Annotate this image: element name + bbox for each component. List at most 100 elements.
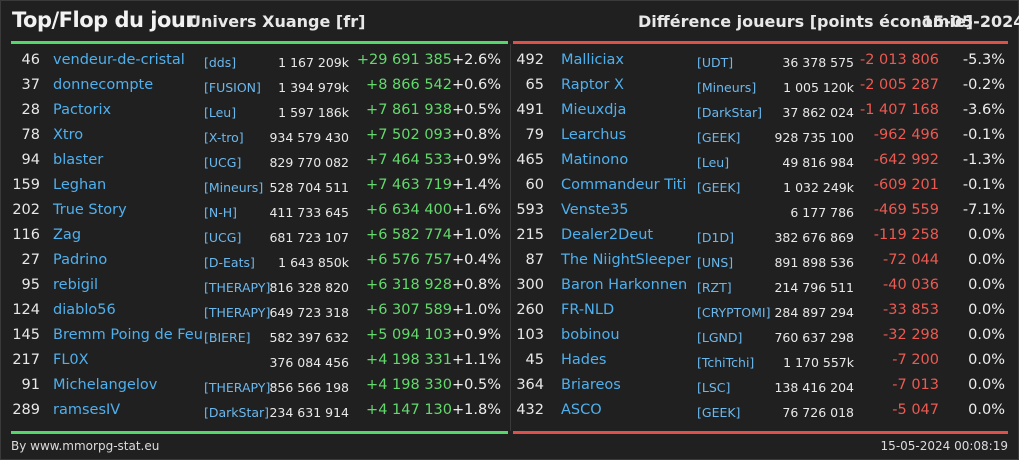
table-row: 432 ASCO [GEEK] 76 726 018 -5 047 0.0% bbox=[511, 398, 1018, 423]
guild-tag[interactable]: [Leu] bbox=[204, 105, 237, 120]
player-name-link[interactable]: Matinono bbox=[561, 152, 629, 168]
player-name-link[interactable]: ASCO bbox=[561, 402, 602, 418]
table-row: 37 donnecompte [FUSION] 1 394 979k +8 866 54… bbox=[1, 73, 509, 98]
guild-tag[interactable]: [Mineurs] bbox=[697, 80, 757, 95]
player-name-link[interactable]: ramsesIV bbox=[53, 402, 121, 418]
guild-tag[interactable]: [THERAPY] bbox=[204, 380, 271, 395]
table-row: 27 Padrino [D-Eats] 1 643 850k +6 576 757 +0.… bbox=[1, 248, 509, 273]
guild-tag[interactable]: [Mineurs] bbox=[204, 180, 264, 195]
difference-cell: +7 464 533 bbox=[366, 152, 452, 168]
points-cell: 1 005 120k bbox=[783, 80, 854, 95]
percent-cell: 0.0% bbox=[968, 327, 1005, 343]
table-row: 60 Commandeur Titi [GEEK] 1 032 249k -609 20… bbox=[511, 173, 1018, 198]
rank-cell: 95 bbox=[21, 277, 40, 293]
player-name-link[interactable]: Bremm Poing de Feu bbox=[53, 327, 203, 343]
player-name-link[interactable]: diablo56 bbox=[53, 302, 116, 318]
guild-tag[interactable]: [TchiTchi] bbox=[697, 355, 755, 370]
guild-tag[interactable]: [BIERE] bbox=[204, 330, 251, 345]
points-cell: 681 723 107 bbox=[269, 230, 349, 245]
player-name-link[interactable]: Pactorix bbox=[53, 102, 112, 118]
player-name-link[interactable]: donnecompte bbox=[53, 77, 154, 93]
points-cell: 411 733 645 bbox=[269, 205, 349, 220]
percent-cell: -0.2% bbox=[962, 77, 1005, 93]
percent-cell: 0.0% bbox=[968, 302, 1005, 318]
guild-tag[interactable]: [D1D] bbox=[697, 230, 734, 245]
rank-cell: 491 bbox=[516, 102, 544, 118]
table-row: 289 ramsesIV [DarkStar] 234 631 914 +4 147 1… bbox=[1, 398, 509, 423]
points-cell: 891 898 536 bbox=[774, 255, 854, 270]
rank-cell: 103 bbox=[516, 327, 544, 343]
top-bar-lower bbox=[11, 431, 508, 434]
player-name-link[interactable]: Zag bbox=[53, 227, 82, 243]
player-name-link[interactable]: FR-NLD bbox=[561, 302, 615, 318]
player-name-link[interactable]: Learchus bbox=[561, 127, 627, 143]
difference-cell: +6 307 589 bbox=[366, 302, 452, 318]
player-name-link[interactable]: Leghan bbox=[53, 177, 107, 193]
guild-tag[interactable]: [UNS] bbox=[697, 255, 734, 270]
player-name-link[interactable]: Briareos bbox=[561, 377, 621, 393]
guild-tag[interactable]: [D-Eats] bbox=[204, 255, 255, 270]
rank-cell: 45 bbox=[525, 352, 544, 368]
guild-tag[interactable]: [GEEK] bbox=[697, 405, 741, 420]
player-name-link[interactable]: blaster bbox=[53, 152, 104, 168]
rank-cell: 27 bbox=[21, 252, 40, 268]
player-name-link[interactable]: Commandeur Titi bbox=[561, 177, 687, 193]
guild-tag[interactable]: [GEEK] bbox=[697, 130, 741, 145]
rank-cell: 46 bbox=[21, 52, 40, 68]
guild-tag[interactable]: [X-tro] bbox=[204, 130, 244, 145]
percent-cell: +0.5% bbox=[452, 377, 501, 393]
rank-cell: 94 bbox=[21, 152, 40, 168]
player-name-link[interactable]: Padrino bbox=[53, 252, 108, 268]
table-row: 492 Malliciax [UDT] 36 378 575 -2 013 806 -5.… bbox=[511, 48, 1018, 73]
player-name-link[interactable]: Venste35 bbox=[561, 202, 629, 218]
rank-cell: 91 bbox=[21, 377, 40, 393]
table-row: 94 blaster [UCG] 829 770 082 +7 464 533 +0.9% bbox=[1, 148, 509, 173]
difference-cell: +7 861 938 bbox=[366, 102, 452, 118]
percent-cell: +0.9% bbox=[452, 152, 501, 168]
table-row: 87 The NiightSleeper [UNS] 891 898 536 -72 0… bbox=[511, 248, 1018, 273]
ranking-subtitle: Différence joueurs [points économie] bbox=[638, 12, 974, 31]
difference-cell: +6 318 928 bbox=[366, 277, 452, 293]
player-name-link[interactable]: The NiightSleeper bbox=[561, 252, 691, 268]
guild-tag[interactable]: [Leu] bbox=[697, 155, 730, 170]
guild-tag[interactable]: [DarkStar] bbox=[204, 405, 270, 420]
player-name-link[interactable]: rebigil bbox=[53, 277, 99, 293]
guild-tag[interactable]: [GEEK] bbox=[697, 180, 741, 195]
player-name-link[interactable]: Baron Harkonnen bbox=[561, 277, 688, 293]
guild-tag[interactable]: [THERAPY] bbox=[204, 280, 271, 295]
guild-tag[interactable]: [UCG] bbox=[204, 230, 242, 245]
rank-cell: 159 bbox=[12, 177, 40, 193]
guild-tag[interactable]: [THERAPY] bbox=[204, 305, 271, 320]
guild-tag[interactable]: [UDT] bbox=[697, 55, 734, 70]
rank-cell: 202 bbox=[12, 202, 40, 218]
player-name-link[interactable]: Hades bbox=[561, 352, 607, 368]
rank-cell: 65 bbox=[525, 77, 544, 93]
guild-tag[interactable]: [dds] bbox=[204, 55, 237, 70]
guild-tag[interactable]: [LSC] bbox=[697, 380, 731, 395]
player-name-link[interactable]: Dealer2Deut bbox=[561, 227, 654, 243]
percent-cell: -1.3% bbox=[962, 152, 1005, 168]
flop-table: 492 Malliciax [UDT] 36 378 575 -2 013 806 -5.… bbox=[511, 48, 1018, 423]
player-name-link[interactable]: Xtro bbox=[53, 127, 84, 143]
player-name-link[interactable]: Raptor X bbox=[561, 77, 624, 93]
table-row: 124 diablo56 [THERAPY] 649 723 318 +6 307 58… bbox=[1, 298, 509, 323]
player-name-link[interactable]: Michelangelov bbox=[53, 377, 158, 393]
difference-cell: -72 044 bbox=[883, 252, 939, 268]
player-name-link[interactable]: vendeur-de-cristal bbox=[53, 52, 185, 68]
guild-tag[interactable]: [FUSION] bbox=[204, 80, 261, 95]
table-row: 364 Briareos [LSC] 138 416 204 -7 013 0.0% bbox=[511, 373, 1018, 398]
guild-tag[interactable]: [LGND] bbox=[697, 330, 743, 345]
guild-tag[interactable]: [DarkStar] bbox=[697, 105, 763, 120]
player-name-link[interactable]: True Story bbox=[53, 202, 127, 218]
player-name-link[interactable]: Mieuxdja bbox=[561, 102, 627, 118]
guild-tag[interactable]: [RZT] bbox=[697, 280, 732, 295]
percent-cell: +1.4% bbox=[452, 177, 501, 193]
guild-tag[interactable]: [N-H] bbox=[204, 205, 238, 220]
guild-tag[interactable]: [CRYPTOMI] bbox=[697, 305, 771, 320]
difference-cell: +5 094 103 bbox=[366, 327, 452, 343]
player-name-link[interactable]: Malliciax bbox=[561, 52, 624, 68]
player-name-link[interactable]: FL0X bbox=[53, 352, 89, 368]
guild-tag[interactable]: [UCG] bbox=[204, 155, 242, 170]
player-name-link[interactable]: bobinou bbox=[561, 327, 620, 343]
difference-cell: -7 200 bbox=[892, 352, 939, 368]
